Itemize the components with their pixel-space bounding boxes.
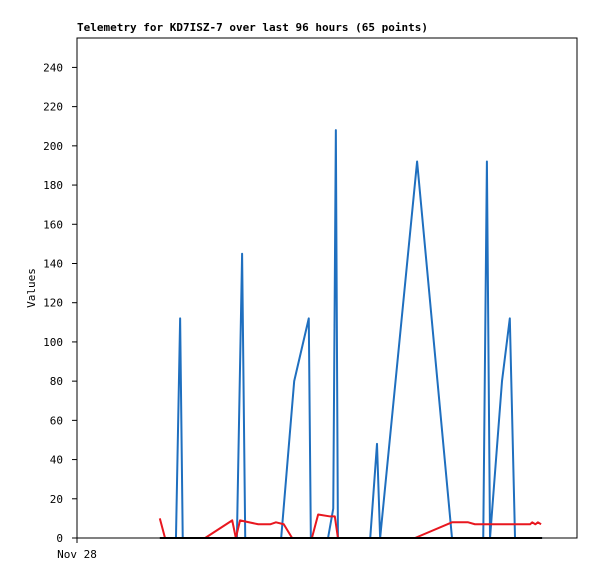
y-tick-label: 80 [50, 375, 63, 388]
y-tick-label: 140 [43, 257, 63, 270]
x-tick-label: Nov 28 [57, 548, 97, 561]
y-tick-label: 60 [50, 414, 63, 427]
y-tick-label: 20 [50, 493, 63, 506]
y-tick-label: 100 [43, 336, 63, 349]
y-axis-label: Values [25, 268, 38, 308]
chart-title: Telemetry for KD7ISZ-7 over last 96 hour… [77, 21, 428, 34]
y-tick-label: 120 [43, 297, 63, 310]
y-tick-label: 40 [50, 454, 63, 467]
y-tick-label: 0 [56, 532, 63, 545]
y-tick-label: 160 [43, 218, 63, 231]
y-tick-label: 240 [43, 61, 63, 74]
y-tick-label: 180 [43, 179, 63, 192]
y-tick-label: 220 [43, 101, 63, 114]
y-tick-label: 200 [43, 140, 63, 153]
series-line [162, 129, 543, 539]
plot-frame [76, 37, 578, 539]
